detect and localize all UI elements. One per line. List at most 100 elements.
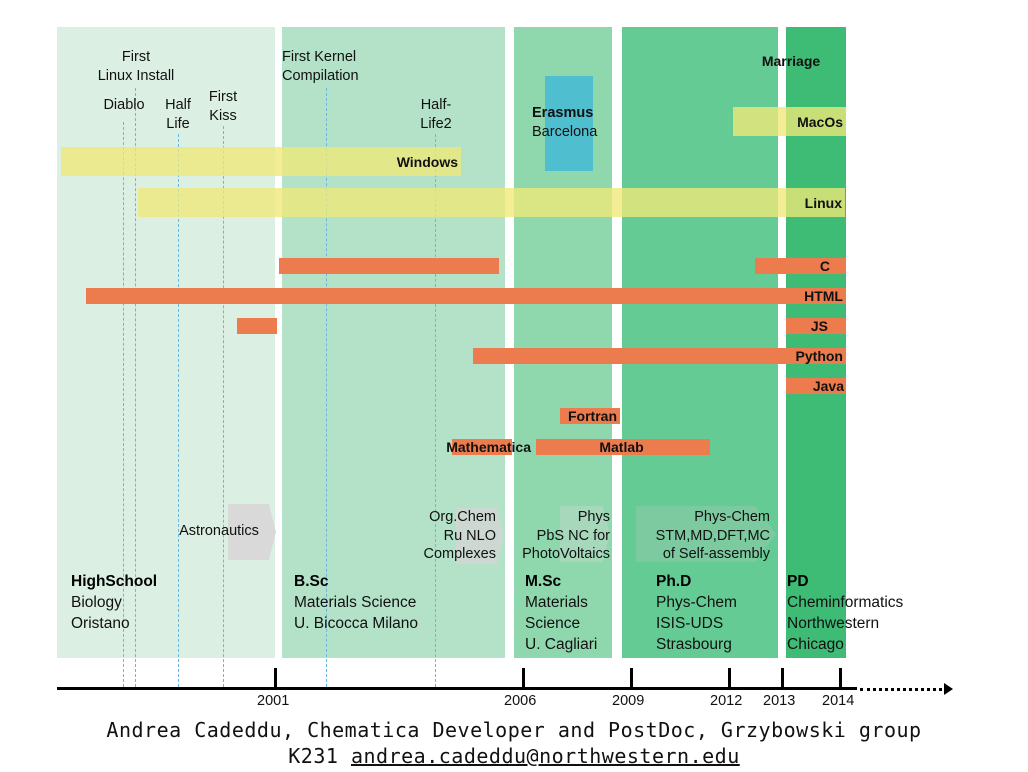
phase-line-highschool-2: Oristano bbox=[71, 615, 130, 632]
bar-label-matlab: Matlab bbox=[599, 439, 644, 455]
axis-tick-2014 bbox=[839, 668, 842, 688]
axis-label-2006: 2006 bbox=[504, 693, 537, 709]
event-text-line: Diablo bbox=[103, 97, 145, 113]
project-text-line: Astronautics bbox=[179, 523, 259, 539]
bar-java: Java bbox=[786, 378, 846, 394]
bar-label-mathematica: Mathematica bbox=[446, 439, 531, 455]
event-first-kiss: First Kiss bbox=[203, 88, 243, 126]
project-text-line: Ru NLO bbox=[443, 527, 496, 544]
axis-label-2001: 2001 bbox=[257, 693, 290, 709]
event-text-line: Kiss bbox=[209, 108, 237, 124]
axis-label-2014: 2014 bbox=[822, 693, 855, 709]
bar-js-early bbox=[237, 318, 277, 334]
phase-line-pd-1: Cheminformatics bbox=[787, 594, 904, 611]
footer-author-line: Andrea Cadeddu, Chematica Developer and … bbox=[106, 718, 922, 742]
project-text-line: Complexes bbox=[423, 546, 496, 562]
event-text-line: Compilation bbox=[282, 68, 359, 84]
phase-line-pd-3: Chicago bbox=[787, 636, 844, 653]
footer-contact-line: K231 andrea.cadeddu@northwestern.edu bbox=[0, 744, 1028, 768]
bar-windows: Windows bbox=[61, 147, 461, 176]
project-org-chem: Org.Chem Ru NLO Complexes bbox=[410, 508, 496, 564]
bar-label-linux: Linux bbox=[804, 194, 842, 211]
event-text-line: Life bbox=[166, 116, 190, 132]
axis-tick-2012 bbox=[728, 668, 731, 688]
phase-title-bsc: B.Sc bbox=[294, 573, 329, 590]
axis-tick-2006 bbox=[522, 668, 525, 688]
project-text-line: PhotoVoltaics bbox=[522, 546, 610, 562]
phase-line-phd-1: Phys-Chem bbox=[656, 594, 737, 611]
axis-tick-2009 bbox=[630, 668, 633, 688]
bar-linux: Linux bbox=[138, 188, 845, 217]
timeline-axis bbox=[57, 687, 857, 690]
project-text-line: Phys-Chem bbox=[694, 509, 770, 525]
project-text-line: STM,MD,DFT,MC bbox=[655, 527, 770, 544]
phase-title-msc: M.Sc bbox=[525, 573, 562, 590]
project-arrow-phys-chem bbox=[636, 506, 776, 562]
event-line-first-linux-install bbox=[135, 88, 136, 687]
event-diablo: Diablo bbox=[100, 96, 148, 115]
bar-label-js: JS bbox=[810, 318, 828, 334]
event-text-line: Linux Install bbox=[97, 68, 175, 84]
phase-line-msc-3: U. Cagliari bbox=[525, 636, 598, 653]
project-arrow-phys-pbs bbox=[560, 506, 610, 562]
timeline-arrowhead-icon bbox=[944, 683, 953, 695]
footer-email-link[interactable]: andrea.cadeddu@northwestern.edu bbox=[350, 744, 740, 768]
project-arrow-org-chem bbox=[456, 508, 504, 564]
bar-label-html: HTML bbox=[804, 288, 843, 304]
project-text-line: PbS NC for bbox=[536, 527, 610, 544]
erasmus-block bbox=[545, 76, 593, 171]
project-text-line: of Self-assembly bbox=[662, 546, 770, 562]
project-astronautics: Astronautics bbox=[174, 522, 264, 541]
event-marriage: Marriage bbox=[761, 53, 821, 69]
bar-fortran: Fortran bbox=[560, 408, 620, 424]
phase-line-phd-3: Strasbourg bbox=[656, 636, 732, 653]
bar-label-python: Python bbox=[795, 348, 843, 364]
bar-label-windows: Windows bbox=[396, 153, 458, 170]
phase-line-msc-1: Materials bbox=[525, 594, 588, 611]
project-text-line: Org.Chem bbox=[429, 509, 496, 525]
bar-label-c: C bbox=[819, 258, 830, 274]
event-line-first-kiss bbox=[223, 126, 224, 687]
phase-line-bsc-2: U. Bicocca Milano bbox=[294, 615, 419, 632]
phase-line-bsc-1: Materials Science bbox=[294, 594, 417, 611]
event-first-linux-install: First Linux Install bbox=[93, 48, 179, 86]
event-line-diablo bbox=[123, 122, 124, 687]
erasmus-title: Erasmus bbox=[532, 105, 594, 121]
axis-label-2012: 2012 bbox=[710, 693, 743, 709]
phase-line-pd-2: Northwestern bbox=[787, 615, 880, 632]
bar-label-java: Java bbox=[812, 378, 844, 394]
project-arrow-astronautics bbox=[228, 504, 276, 560]
bar-html: HTML bbox=[86, 288, 846, 304]
phase-title-pd: PD bbox=[787, 573, 809, 590]
phase-title-highschool: HighSchool bbox=[71, 573, 158, 590]
bar-mathematica: Mathematica bbox=[446, 439, 531, 455]
phase-line-msc-2: Science bbox=[525, 615, 581, 632]
event-text-line: Half bbox=[165, 97, 191, 113]
event-line-half-life2 bbox=[435, 134, 436, 687]
axis-tick-2013 bbox=[781, 668, 784, 688]
bar-macos: MacOs bbox=[733, 107, 846, 136]
erasmus-label: Erasmus Barcelona bbox=[532, 104, 610, 142]
event-text-line: Half- bbox=[420, 97, 452, 113]
footer-room: K231 bbox=[288, 744, 339, 768]
event-line-first-kernel bbox=[326, 88, 327, 687]
axis-tick-2001 bbox=[274, 668, 277, 688]
project-phys-chem: Phys-Chem STM,MD,DFT,MC of Self-assembly bbox=[640, 508, 770, 564]
project-phys-pbs: Phys PbS NC for PhotoVoltaics bbox=[512, 508, 610, 564]
event-line-half-life bbox=[178, 134, 179, 687]
phase-line-phd-2: ISIS-UDS bbox=[656, 615, 724, 632]
phase-title-phd: Ph.D bbox=[656, 573, 692, 590]
bar-matlab: Matlab bbox=[536, 439, 710, 455]
event-text-line: First Kernel bbox=[282, 49, 357, 65]
event-text-line: First bbox=[121, 49, 151, 65]
erasmus-place: Barcelona bbox=[532, 124, 598, 140]
event-first-kernel-compilation: First Kernel Compilation bbox=[282, 48, 372, 86]
bar-c: C bbox=[755, 258, 846, 274]
bar-c-early bbox=[279, 258, 499, 274]
phase-line-highschool-1: Biology bbox=[71, 594, 122, 611]
event-half-life: Half Life bbox=[160, 96, 196, 134]
axis-label-2009: 2009 bbox=[612, 693, 645, 709]
project-text-line: Phys bbox=[577, 509, 610, 525]
bar-python: Python bbox=[473, 348, 846, 364]
